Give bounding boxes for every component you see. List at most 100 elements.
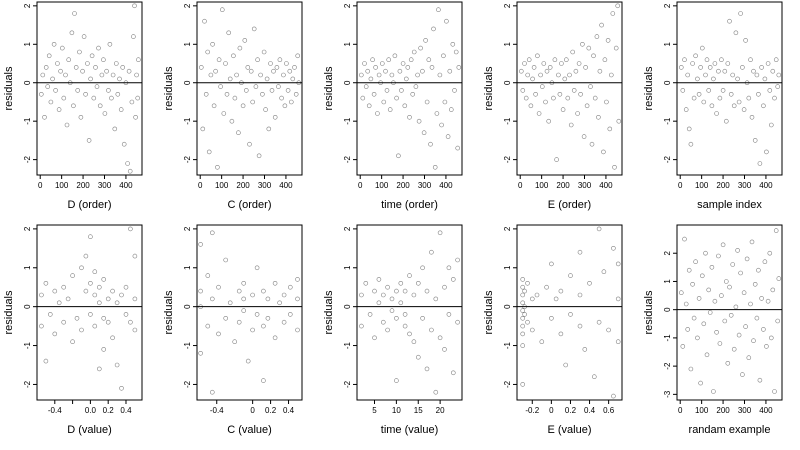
data-point	[529, 296, 535, 302]
data-point	[223, 315, 228, 321]
data-point	[707, 65, 713, 70]
data-point	[56, 300, 62, 306]
x-axis-title: E (value)	[547, 424, 591, 436]
data-point	[773, 228, 779, 233]
plot-frame	[196, 224, 303, 401]
data-point	[105, 319, 111, 325]
plot-frame	[196, 1, 303, 176]
x-tick-label: 0.2	[565, 406, 577, 415]
data-point	[442, 99, 448, 105]
data-point	[525, 319, 530, 325]
x-tick-label: 0	[678, 181, 683, 190]
y-tick-label: 0	[183, 80, 192, 85]
x-tick-label: 300	[738, 406, 752, 415]
data-point	[604, 99, 609, 105]
y-axis-title: residuals	[483, 290, 495, 335]
data-point	[601, 149, 606, 155]
data-point	[703, 250, 708, 256]
x-axis-title: sample index	[697, 199, 762, 211]
x-tick-label: 300	[258, 181, 272, 190]
data-point	[114, 300, 120, 306]
data-point	[577, 292, 583, 298]
data-point	[749, 115, 755, 120]
data-point	[370, 57, 375, 63]
data-point	[727, 18, 732, 24]
data-point	[39, 292, 44, 298]
data-point	[411, 49, 417, 55]
data-point	[683, 301, 689, 307]
data-point	[408, 57, 414, 63]
data-point	[293, 92, 299, 97]
data-point	[575, 111, 580, 116]
data-point	[423, 38, 428, 43]
data-point	[70, 339, 75, 345]
data-point	[772, 95, 777, 101]
data-point	[239, 80, 244, 85]
data-point	[553, 296, 559, 302]
data-point	[612, 165, 617, 170]
y-tick-label: 2	[343, 3, 352, 8]
data-point	[530, 76, 535, 82]
data-point	[363, 84, 369, 89]
data-point	[558, 288, 564, 294]
data-point	[767, 250, 773, 256]
data-point	[261, 49, 267, 55]
data-point	[66, 57, 71, 63]
data-point	[232, 95, 238, 101]
data-point	[403, 76, 409, 82]
data-point	[97, 284, 102, 290]
x-axis-title: E (order)	[548, 199, 591, 211]
data-point	[256, 153, 262, 159]
data-point	[680, 88, 686, 93]
data-point	[391, 80, 396, 85]
data-point	[525, 280, 530, 286]
data-point	[594, 34, 600, 39]
data-point	[539, 84, 545, 89]
data-point	[253, 84, 259, 89]
data-point	[241, 280, 246, 286]
data-point	[97, 103, 103, 109]
data-point	[131, 34, 136, 39]
data-point	[132, 253, 138, 259]
x-tick-label: 400	[759, 181, 773, 190]
data-point	[764, 149, 769, 155]
data-point	[547, 65, 553, 70]
data-point	[523, 95, 529, 101]
data-point	[402, 312, 408, 317]
data-point	[611, 246, 616, 251]
x-tick-label: 100	[695, 406, 709, 415]
data-point	[719, 293, 724, 298]
data-point	[281, 72, 286, 78]
data-point	[223, 257, 228, 263]
y-tick-label: 1	[343, 265, 352, 270]
data-point	[591, 53, 596, 59]
data-point	[55, 61, 60, 66]
data-point	[231, 53, 236, 59]
data-point	[216, 331, 221, 337]
data-point	[446, 265, 452, 271]
data-point	[70, 273, 75, 278]
data-point	[224, 92, 230, 97]
data-point	[295, 296, 300, 302]
x-tick-label: 0.2	[265, 406, 277, 415]
data-point	[539, 339, 545, 345]
data-point	[520, 284, 526, 290]
data-point	[711, 76, 716, 82]
data-point	[381, 99, 387, 105]
data-point	[455, 319, 460, 325]
data-point	[56, 107, 62, 112]
data-point	[599, 22, 604, 28]
data-point	[88, 76, 93, 82]
data-point	[615, 261, 621, 267]
data-point	[728, 312, 734, 318]
data-point	[768, 122, 774, 128]
data-point	[400, 61, 406, 66]
data-point	[101, 277, 106, 282]
data-point	[75, 88, 80, 93]
data-point	[101, 315, 106, 321]
data-point	[588, 84, 593, 89]
data-point	[415, 354, 421, 360]
data-point	[240, 103, 246, 109]
data-point	[591, 374, 597, 380]
x-tick-label: 0.4	[584, 406, 596, 415]
